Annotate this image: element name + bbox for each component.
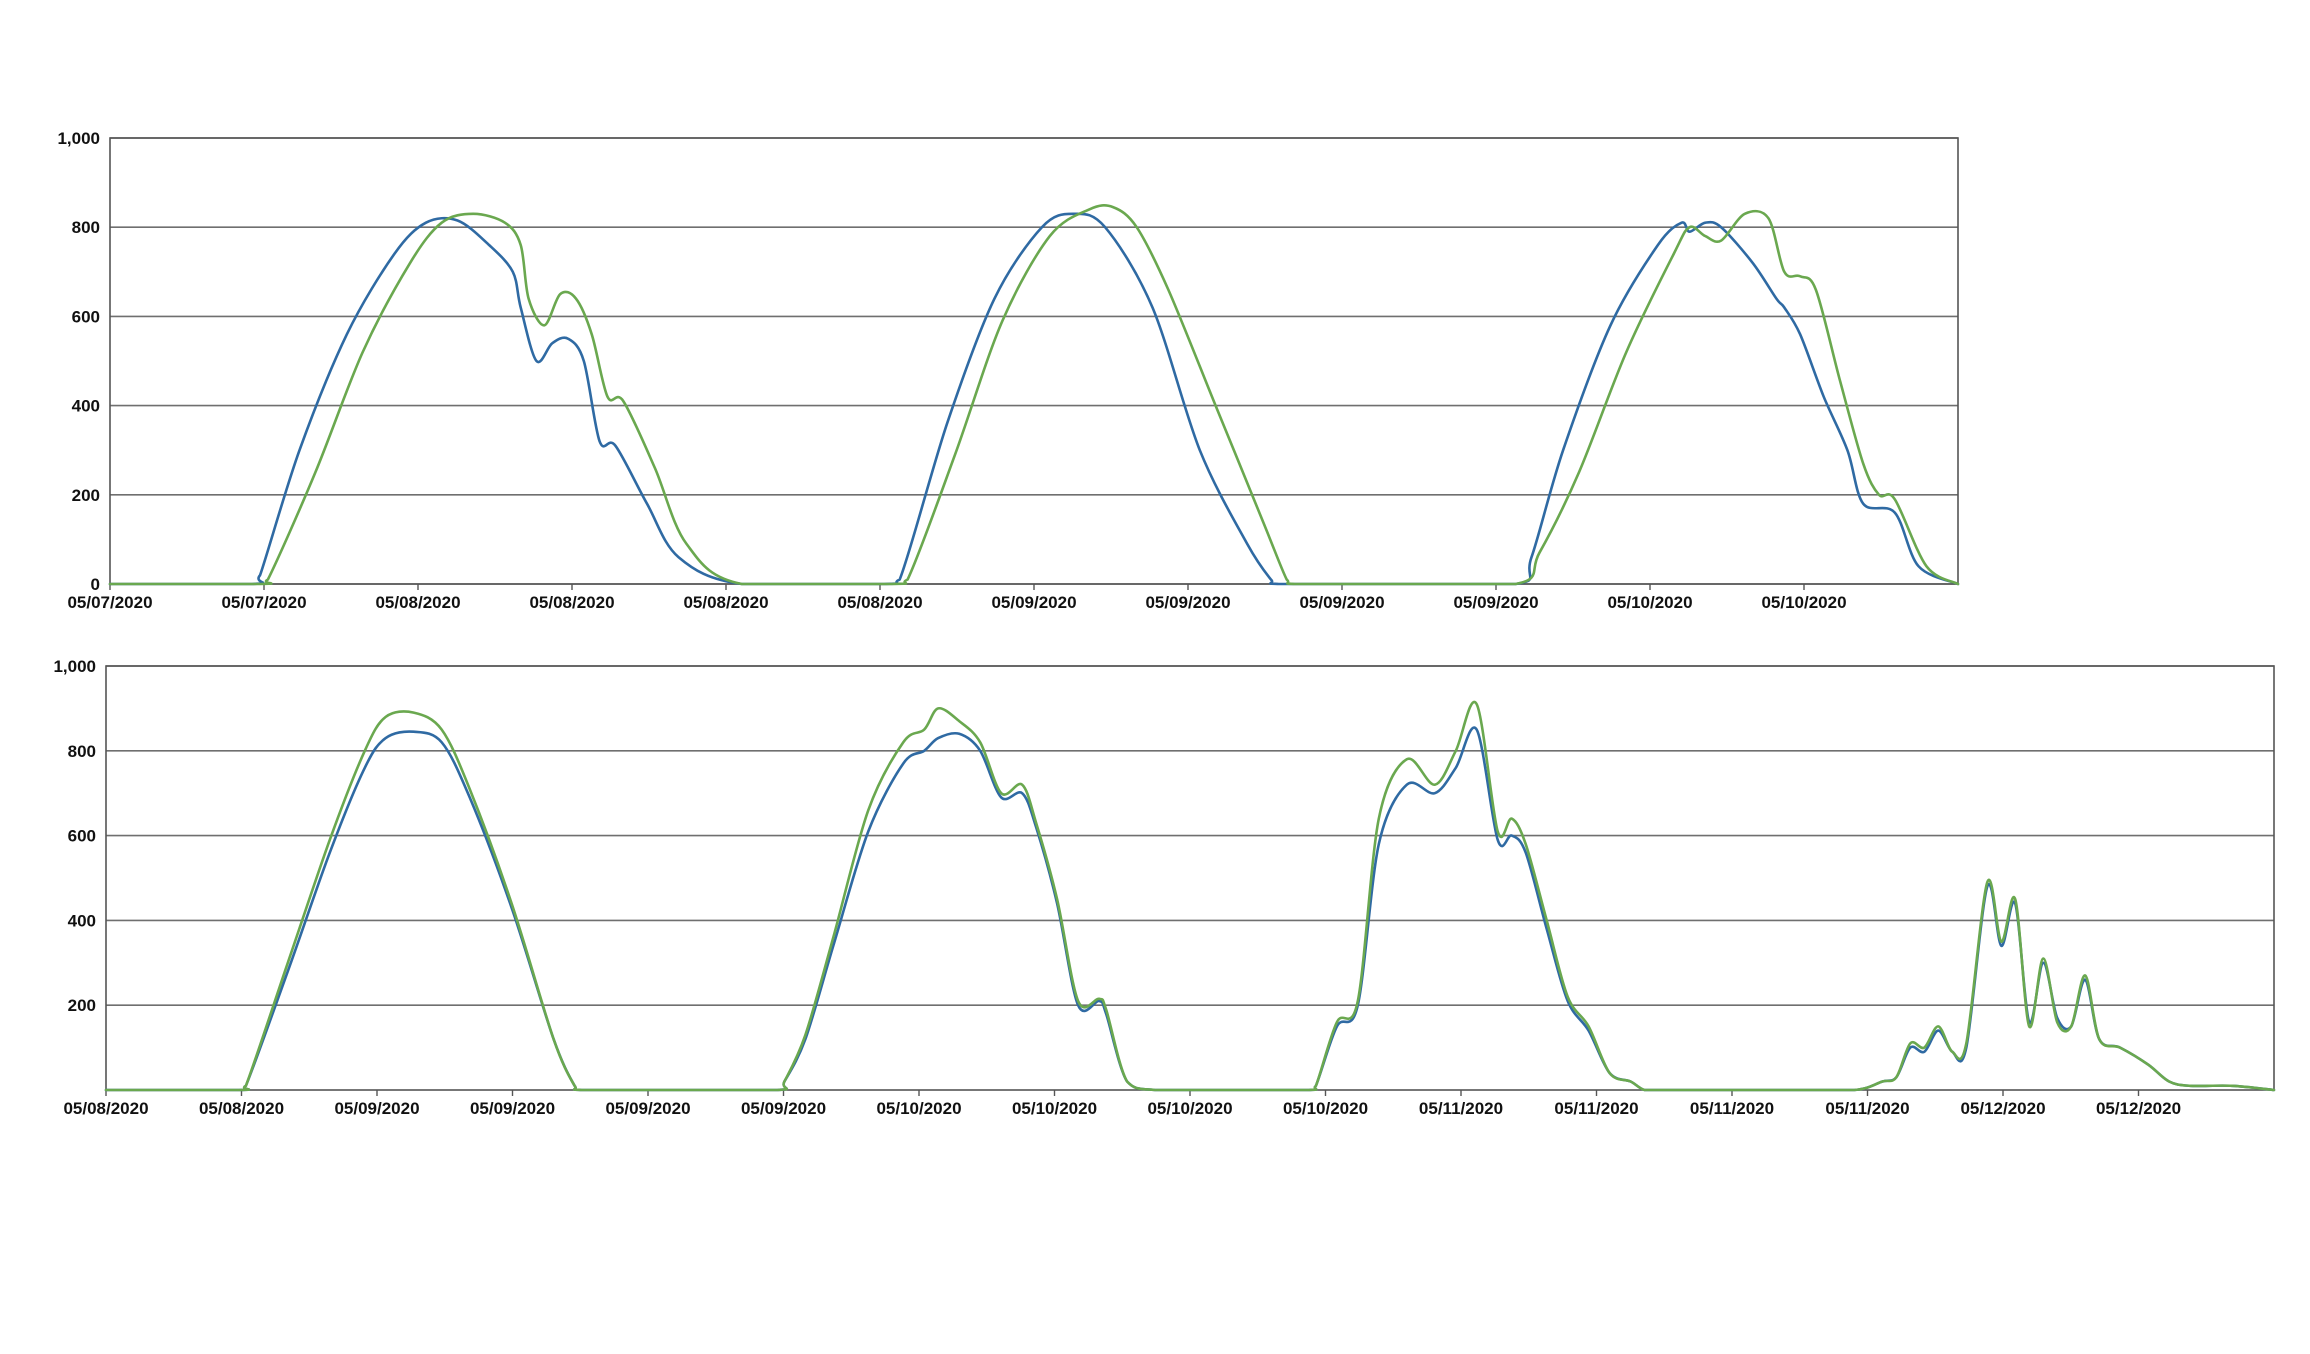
y-tick-label: 600 — [72, 307, 100, 326]
y-tick-label: 600 — [68, 827, 96, 846]
chart-panel-2: 200 400 600 800 1,000 05/08/2020 05/08/2020 05/… — [53, 657, 2276, 1118]
x-tick-label: 05/10/2020 — [1147, 1099, 1232, 1118]
x-tick-label: 05/10/2020 — [876, 1099, 961, 1118]
series-line-blue — [104, 726, 2276, 1092]
y-tick-label: 200 — [72, 486, 100, 505]
x-tick-label: 05/07/2020 — [67, 593, 152, 612]
series-line-green — [104, 700, 2276, 1092]
x-tick-label: 05/09/2020 — [1145, 593, 1230, 612]
y-tick-label: 400 — [72, 397, 100, 416]
x-tick-label: 05/07/2020 — [221, 593, 306, 612]
x-tick-label: 05/11/2020 — [1690, 1099, 1774, 1118]
x-tick-label: 05/09/2020 — [1299, 593, 1384, 612]
x-tick-label: 05/08/2020 — [683, 593, 768, 612]
x-tick-label: 05/09/2020 — [991, 593, 1076, 612]
x-tick-label: 05/09/2020 — [1453, 593, 1538, 612]
x-tick-label: 05/10/2020 — [1761, 593, 1846, 612]
y-tick-label: 800 — [72, 218, 100, 237]
x-tick-label: 05/09/2020 — [741, 1099, 826, 1118]
x-tick-label: 05/08/2020 — [63, 1099, 148, 1118]
y-tick-label: 1,000 — [57, 129, 100, 148]
x-tick-label: 05/08/2020 — [529, 593, 614, 612]
y-tick-label: 1,000 — [53, 657, 96, 676]
x-tick-label: 05/09/2020 — [334, 1099, 419, 1118]
x-tick-label: 05/12/2020 — [2096, 1099, 2181, 1118]
y-tick-label: 800 — [68, 742, 96, 761]
x-tick-label: 05/11/2020 — [1825, 1099, 1909, 1118]
x-tick-label: 05/08/2020 — [837, 593, 922, 612]
x-tick-label: 05/08/2020 — [199, 1099, 284, 1118]
x-tick-label: 05/10/2020 — [1283, 1099, 1368, 1118]
plot-frame — [109, 137, 1959, 585]
plot-frame — [105, 665, 2275, 1091]
x-tick-label: 05/10/2020 — [1607, 593, 1692, 612]
x-tick-label: 05/11/2020 — [1554, 1099, 1638, 1118]
y-tick-label: 200 — [68, 996, 96, 1015]
chart-panel-1: 0 200 400 600 800 1,000 05/07/2020 05/07/2020 05… — [57, 129, 1960, 612]
x-tick-label: 05/11/2020 — [1419, 1099, 1503, 1118]
x-tick-label: 05/12/2020 — [1960, 1099, 2045, 1118]
x-tick-label: 05/09/2020 — [605, 1099, 690, 1118]
series-line-blue — [108, 212, 1960, 586]
x-tick-label: 05/10/2020 — [1012, 1099, 1097, 1118]
x-tick-label: 05/08/2020 — [375, 593, 460, 612]
y-tick-label: 400 — [68, 911, 96, 930]
y-tick-label: 0 — [91, 575, 100, 594]
x-tick-label: 05/09/2020 — [470, 1099, 555, 1118]
series-line-green — [108, 204, 1960, 586]
